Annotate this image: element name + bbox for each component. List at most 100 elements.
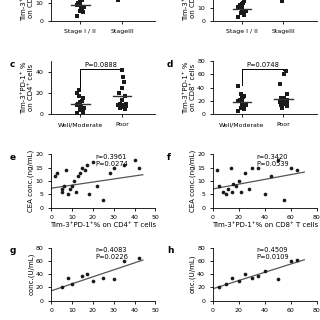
Point xyxy=(240,7,245,12)
Point xyxy=(74,3,79,8)
Point xyxy=(122,80,127,85)
Point xyxy=(116,0,121,3)
Point xyxy=(237,97,243,102)
Point xyxy=(295,257,300,262)
Point xyxy=(74,111,79,116)
Point xyxy=(236,4,241,9)
Point xyxy=(107,171,112,176)
Y-axis label: Tim-3⁺PD-1⁺ %
on CD8⁺ cells: Tim-3⁺PD-1⁺ % on CD8⁺ cells xyxy=(183,61,196,114)
Point xyxy=(122,163,127,168)
Point xyxy=(59,187,64,192)
Point xyxy=(236,108,241,114)
Point xyxy=(246,187,252,192)
Point xyxy=(117,101,122,106)
Point xyxy=(223,192,228,197)
Point xyxy=(120,102,125,108)
Point xyxy=(78,171,83,176)
Point xyxy=(217,184,222,189)
Point xyxy=(242,107,247,112)
Y-axis label: onc.(U/mL): onc.(U/mL) xyxy=(189,255,196,293)
Point xyxy=(119,104,124,109)
Point xyxy=(80,10,85,15)
Point xyxy=(239,11,244,16)
Point xyxy=(123,107,128,112)
Point xyxy=(116,91,122,96)
Point xyxy=(122,258,127,263)
Point xyxy=(282,99,287,104)
Point xyxy=(236,99,241,104)
Point xyxy=(278,82,283,87)
Point xyxy=(239,105,244,110)
Text: f: f xyxy=(167,153,171,162)
Point xyxy=(86,192,91,197)
Point xyxy=(288,165,293,170)
Point xyxy=(84,272,89,277)
Point xyxy=(239,96,244,101)
Text: h: h xyxy=(167,246,173,255)
Point xyxy=(80,6,85,12)
Text: d: d xyxy=(167,60,173,69)
Point xyxy=(239,100,244,105)
Point xyxy=(275,276,280,281)
Point xyxy=(79,98,84,103)
Point xyxy=(230,275,235,280)
Point xyxy=(72,179,77,184)
Point xyxy=(226,187,231,192)
Y-axis label: Tim-3⁺PD-1⁺ %
on CD8⁺ cells: Tim-3⁺PD-1⁺ % on CD8⁺ cells xyxy=(183,0,196,21)
Point xyxy=(243,171,248,176)
Point xyxy=(240,101,245,106)
Point xyxy=(236,84,241,89)
Text: P=0.0226: P=0.0226 xyxy=(95,254,128,260)
Point xyxy=(280,0,285,4)
Point xyxy=(262,192,267,197)
Y-axis label: CEA conc.(ng/mL): CEA conc.(ng/mL) xyxy=(28,150,34,212)
Point xyxy=(281,101,286,106)
Point xyxy=(69,184,75,189)
Point xyxy=(236,15,241,20)
Point xyxy=(214,168,219,173)
Point xyxy=(80,273,85,278)
Point xyxy=(283,68,288,74)
Point xyxy=(243,8,248,13)
Text: P=0.0748: P=0.0748 xyxy=(246,62,279,68)
Y-axis label: conc.(U/mL): conc.(U/mL) xyxy=(28,253,34,295)
Point xyxy=(295,168,300,173)
Point xyxy=(231,181,236,186)
Point xyxy=(262,268,267,273)
Text: e: e xyxy=(10,153,16,162)
Point xyxy=(63,168,68,173)
Point xyxy=(82,106,87,111)
Text: P=0.0274: P=0.0274 xyxy=(95,161,128,166)
Point xyxy=(236,179,241,184)
Point xyxy=(239,5,244,11)
Point xyxy=(249,165,254,170)
Point xyxy=(284,100,290,105)
Point xyxy=(78,0,83,4)
Point xyxy=(78,99,83,104)
Point xyxy=(78,103,83,108)
Text: r=0.3961: r=0.3961 xyxy=(95,154,126,160)
Point xyxy=(90,278,95,284)
Point xyxy=(76,1,81,6)
Point xyxy=(236,278,241,284)
Point xyxy=(59,189,64,194)
Text: g: g xyxy=(10,246,16,255)
Point xyxy=(65,275,70,280)
Point xyxy=(76,101,81,106)
Point xyxy=(80,96,85,101)
Point xyxy=(84,163,89,168)
Point xyxy=(281,72,286,77)
Point xyxy=(77,108,83,113)
Point xyxy=(59,285,64,290)
Point xyxy=(68,187,73,192)
Point xyxy=(80,107,85,112)
Point xyxy=(94,184,100,189)
Text: r=0.3420: r=0.3420 xyxy=(256,154,288,160)
Point xyxy=(101,275,106,280)
Point xyxy=(275,157,280,162)
Point xyxy=(65,192,70,197)
Y-axis label: Tim-3⁺PD-1⁺ %
on CD4⁺ cells: Tim-3⁺PD-1⁺ % on CD4⁺ cells xyxy=(21,61,34,114)
Point xyxy=(285,97,290,102)
X-axis label: Tim-3⁺PD-1⁺% on CD4⁺ T cells: Tim-3⁺PD-1⁺% on CD4⁺ T cells xyxy=(50,222,156,228)
Point xyxy=(243,102,248,108)
